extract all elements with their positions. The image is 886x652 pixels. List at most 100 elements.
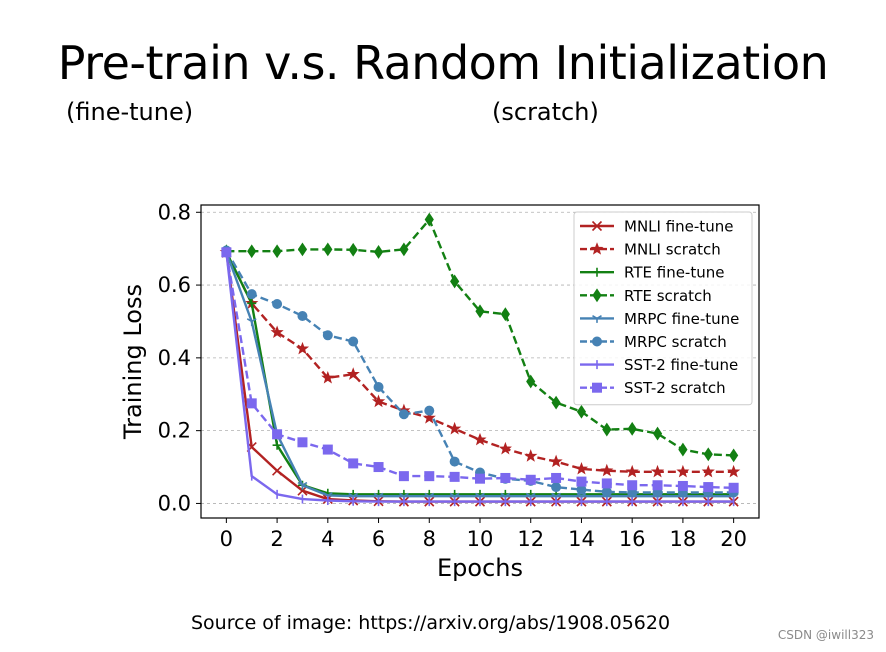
data-point: [500, 307, 510, 322]
x-tick-label: 20: [720, 527, 747, 551]
watermark: CSDN @iwill323: [777, 628, 874, 642]
data-point: [246, 318, 257, 326]
data-point: [678, 442, 688, 457]
legend-marker: [592, 288, 602, 303]
data-point: [399, 242, 409, 257]
legend-label: RTE fine-tune: [624, 264, 724, 282]
legend-label: MNLI fine-tune: [624, 218, 733, 236]
series-sst-2-fine-tune: [225, 247, 735, 507]
data-point: [295, 341, 310, 355]
data-point: [398, 409, 409, 420]
subtitle-fine-tune: (fine-tune): [66, 98, 194, 126]
image-source-caption: Source of image: https://arxiv.org/abs/1…: [191, 612, 671, 634]
data-point: [450, 274, 460, 289]
legend-item: RTE fine-tune: [580, 264, 724, 282]
data-point: [373, 245, 384, 259]
data-point: [600, 463, 614, 477]
data-point: [677, 480, 688, 491]
data-point: [297, 311, 308, 322]
y-tick-label: 0.6: [158, 273, 191, 297]
data-point: [246, 289, 257, 300]
data-point: [475, 304, 485, 319]
data-point: [297, 485, 308, 496]
data-point: [323, 242, 333, 257]
data-point: [449, 471, 460, 482]
y-tick-label: 0.8: [158, 200, 191, 224]
data-point: [602, 422, 612, 437]
legend-item: MNLI scratch: [580, 241, 721, 259]
data-point: [652, 426, 663, 441]
data-point: [703, 447, 713, 462]
data-point: [601, 478, 612, 489]
data-point: [346, 367, 360, 380]
legend-item: MRPC fine-tune: [580, 310, 739, 328]
data-point: [322, 444, 333, 455]
slide-title: Pre-train v.s. Random Initialization: [57, 36, 829, 90]
x-tick-label: 18: [670, 527, 697, 551]
series-rte-scratch: [221, 212, 739, 463]
series-line: [225, 251, 734, 473]
data-point: [625, 464, 639, 478]
x-tick-label: 0: [220, 527, 233, 551]
data-point: [551, 482, 562, 493]
legend-label: MRPC scratch: [624, 333, 727, 351]
data-point: [449, 456, 460, 467]
data-point: [703, 482, 714, 493]
legend-label: RTE scratch: [624, 287, 712, 305]
data-point: [601, 486, 612, 497]
data-point: [272, 244, 282, 259]
legend-item: SST-2 fine-tune: [580, 356, 738, 374]
data-point: [551, 472, 562, 483]
data-point: [246, 398, 257, 409]
data-point: [424, 212, 434, 227]
data-point: [348, 336, 359, 347]
data-point: [247, 244, 257, 259]
x-tick-label: 2: [270, 527, 283, 551]
legend-item: SST-2 scratch: [580, 379, 726, 397]
data-point: [424, 471, 435, 482]
data-point: [728, 482, 739, 493]
legend-label: MRPC fine-tune: [624, 310, 739, 328]
y-tick-label: 0.2: [158, 419, 191, 443]
data-point: [526, 374, 536, 389]
data-point: [448, 421, 462, 435]
legend-marker: [590, 242, 604, 255]
subtitle-scratch: (scratch): [492, 98, 599, 126]
data-point: [272, 298, 283, 309]
data-point: [272, 429, 283, 440]
data-point: [729, 448, 739, 463]
y-axis-label: Training Loss: [119, 284, 147, 440]
legend-marker: [592, 267, 602, 277]
data-point: [652, 480, 663, 491]
legend-marker: [592, 336, 602, 347]
x-axis-label: Epochs: [437, 554, 523, 582]
y-tick-label: 0.4: [158, 346, 191, 370]
data-point: [373, 381, 384, 392]
x-tick-label: 10: [467, 527, 494, 551]
x-tick-label: 4: [321, 527, 334, 551]
legend-item: MNLI fine-tune: [580, 218, 733, 236]
data-point: [549, 454, 563, 468]
legend-marker: [591, 220, 603, 232]
data-point: [727, 464, 741, 478]
data-point: [524, 449, 538, 462]
data-point: [627, 480, 638, 491]
x-tick-label: 8: [423, 527, 436, 551]
data-point: [297, 481, 308, 490]
data-point: [473, 432, 487, 446]
data-point: [576, 476, 587, 487]
data-point: [498, 441, 512, 455]
data-point: [676, 464, 690, 478]
legend-label: SST-2 scratch: [624, 379, 726, 397]
x-tick-label: 12: [517, 527, 544, 551]
data-point: [475, 473, 485, 484]
data-point: [500, 472, 511, 483]
data-point: [371, 394, 386, 408]
data-point: [525, 474, 536, 485]
data-point: [322, 330, 333, 341]
x-tick-label: 14: [568, 527, 595, 551]
data-point: [701, 464, 715, 478]
data-point: [551, 395, 561, 410]
series-line: [226, 218, 734, 457]
